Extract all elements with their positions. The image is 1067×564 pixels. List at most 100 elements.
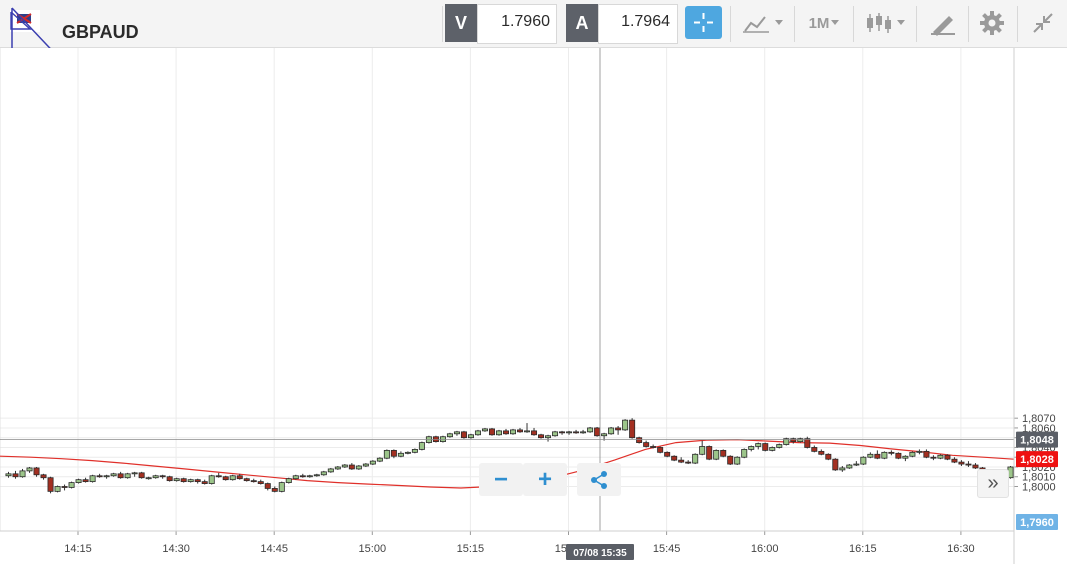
candle-down: [264, 483, 271, 489]
candle-up: [937, 454, 944, 459]
candle-up: [741, 449, 748, 458]
timeframe-value: 1M: [808, 14, 830, 32]
x-tick-label: 14:45: [260, 543, 288, 555]
candle-down: [40, 474, 47, 479]
candle-down: [832, 458, 839, 471]
candle-down: [166, 476, 173, 482]
candle-down: [348, 464, 355, 470]
candle-down: [825, 453, 832, 460]
candle-down: [888, 451, 895, 454]
scroll-to-latest-button[interactable]: »: [977, 469, 1009, 498]
candle-up: [327, 468, 334, 473]
gear-icon: [980, 11, 1004, 35]
candle-down: [727, 455, 734, 465]
sell-price: 1.7960: [501, 13, 550, 30]
candle-up: [187, 479, 194, 483]
candle-down: [790, 438, 797, 443]
candle-down: [804, 438, 811, 448]
candle-up: [545, 435, 552, 439]
candle-up: [510, 429, 517, 435]
candle-up: [713, 449, 720, 460]
candle-up: [622, 419, 629, 431]
candle-down: [502, 430, 509, 435]
candle-up: [769, 447, 776, 451]
candle-up: [208, 475, 215, 484]
share-button[interactable]: [577, 463, 621, 496]
candle-down: [138, 472, 145, 479]
candle-up: [26, 467, 33, 472]
buy-button[interactable]: A: [566, 4, 598, 42]
price-labels: 1,8048 1,8028 1,7960 07/08 15:35: [566, 431, 1058, 560]
candle-up: [453, 431, 460, 435]
y-tick-label: 1,8010: [1022, 472, 1056, 484]
candle-up: [145, 477, 152, 480]
divider: [442, 6, 443, 42]
candle-down: [958, 461, 965, 465]
chart-type-button[interactable]: [860, 4, 910, 42]
candle-up: [418, 442, 425, 450]
divider: [916, 6, 917, 42]
settings-button[interactable]: [973, 4, 1011, 42]
draw-button[interactable]: [922, 4, 962, 42]
candle-down: [517, 429, 524, 433]
candle-down: [874, 453, 881, 459]
candlestick-icon: [867, 13, 905, 33]
x-tick-label: 14:30: [162, 543, 190, 555]
double-chevron-right-icon: »: [987, 472, 999, 494]
ma-price-label-bg: [1016, 451, 1058, 468]
candle-down: [762, 443, 769, 451]
x-tick-label: 15:00: [359, 543, 387, 555]
candle-down: [951, 458, 958, 463]
zoom-in-button[interactable]: +: [523, 463, 567, 496]
candle-up: [411, 449, 418, 453]
x-tick-label: 14:15: [64, 543, 92, 555]
candle-up: [587, 427, 594, 433]
candle-down: [250, 480, 257, 483]
x-tick-label: 16:15: [849, 543, 877, 555]
candle-down: [222, 476, 229, 481]
candle-up: [355, 465, 362, 470]
candle-up: [867, 453, 874, 458]
x-tick-label: 15:15: [457, 543, 485, 555]
crosshair-button[interactable]: [685, 6, 722, 39]
crosshair-time-label-bg: [566, 544, 634, 560]
candle-down: [390, 449, 397, 457]
candle-down: [538, 434, 545, 439]
candle-down: [818, 450, 825, 455]
zoom-in-icon: +: [537, 465, 552, 493]
candle-up: [467, 434, 474, 439]
candle-up: [89, 475, 96, 483]
divider: [968, 6, 969, 42]
buy-price-box[interactable]: [598, 4, 678, 44]
candle-up: [313, 474, 320, 477]
candle-down: [930, 456, 937, 459]
candle-up: [566, 431, 573, 434]
candle-up: [446, 433, 453, 438]
sell-button[interactable]: V: [445, 4, 477, 42]
candle-down: [236, 475, 243, 480]
line-style-button[interactable]: [738, 4, 788, 42]
timeframe-select[interactable]: 1M: [800, 4, 850, 42]
sell-price-box[interactable]: [477, 4, 557, 44]
fullscreen-button[interactable]: [1024, 4, 1062, 42]
candle-up: [439, 436, 446, 443]
candle-up: [797, 438, 804, 443]
x-tick-label: 16:30: [947, 543, 975, 555]
divider: [853, 6, 854, 42]
zoom-out-button[interactable]: −: [479, 463, 523, 496]
candle-up: [5, 473, 12, 477]
buy-price: 1.7964: [621, 13, 670, 30]
candle-down: [194, 479, 201, 483]
candle-down: [944, 454, 951, 460]
candle-up: [397, 452, 404, 457]
symbol-name[interactable]: GBPAUD: [62, 21, 139, 42]
candle-down: [615, 427, 622, 431]
candle-down: [61, 486, 68, 488]
candle-down: [923, 450, 930, 458]
candle-down: [460, 431, 467, 439]
candle-up: [734, 456, 741, 465]
candle-up: [110, 473, 117, 477]
candle-up: [292, 475, 299, 480]
candle-down: [82, 479, 89, 483]
candle-up: [481, 428, 488, 432]
